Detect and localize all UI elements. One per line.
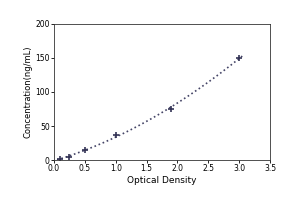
Y-axis label: Concentration(ng/mL): Concentration(ng/mL) [24,46,33,138]
X-axis label: Optical Density: Optical Density [127,176,197,185]
